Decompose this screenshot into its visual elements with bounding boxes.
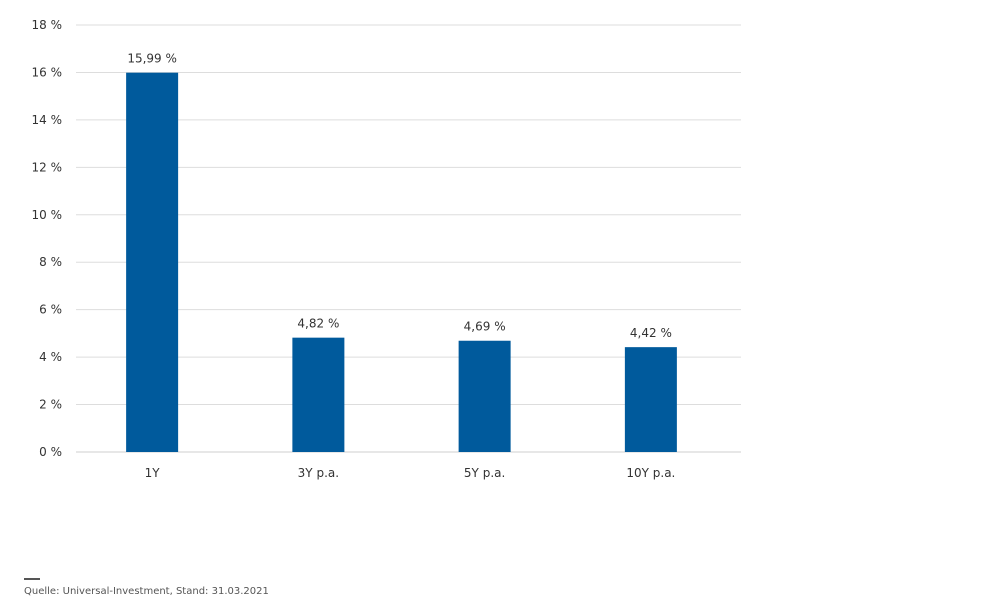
y-tick-label: 2 %: [39, 398, 62, 412]
source-note: Quelle: Universal-Investment, Stand: 31.…: [24, 586, 269, 597]
y-tick-label: 16 %: [32, 65, 63, 79]
source-divider: [24, 578, 40, 580]
data-labels: 15,99 % 4,82 % 4,69 % 4,42 %: [127, 52, 672, 340]
data-label: 4,82 %: [297, 317, 339, 331]
x-tick-label: 1Y: [145, 466, 161, 480]
bar: [624, 347, 677, 452]
bars: [126, 72, 677, 452]
x-tick-label: 3Y p.a.: [298, 466, 339, 480]
bar: [126, 72, 179, 452]
y-tick-label: 18 %: [32, 18, 63, 32]
y-tick-label: 4 %: [39, 350, 62, 364]
x-axis-category-labels: 1Y 3Y p.a. 5Y p.a. 10Y p.a.: [145, 466, 676, 480]
y-tick-label: 12 %: [32, 160, 63, 174]
x-tick-label: 5Y p.a.: [464, 466, 505, 480]
y-tick-label: 6 %: [39, 303, 62, 317]
x-tick-label: 10Y p.a.: [626, 466, 675, 480]
y-axis-tick-labels: 0 % 2 % 4 % 6 % 8 % 10 % 12 % 14 % 16 % 18 %: [32, 18, 63, 459]
bar: [458, 340, 511, 452]
gridlines: [76, 24, 741, 453]
y-tick-label: 14 %: [32, 113, 63, 127]
data-label: 4,69 %: [464, 320, 506, 334]
y-tick-label: 10 %: [32, 208, 63, 222]
y-tick-label: 0 %: [39, 445, 62, 459]
y-tick-label: 8 %: [39, 255, 62, 269]
bar: [292, 337, 345, 452]
data-label: 15,99 %: [127, 52, 177, 66]
data-label: 4,42 %: [630, 326, 672, 340]
